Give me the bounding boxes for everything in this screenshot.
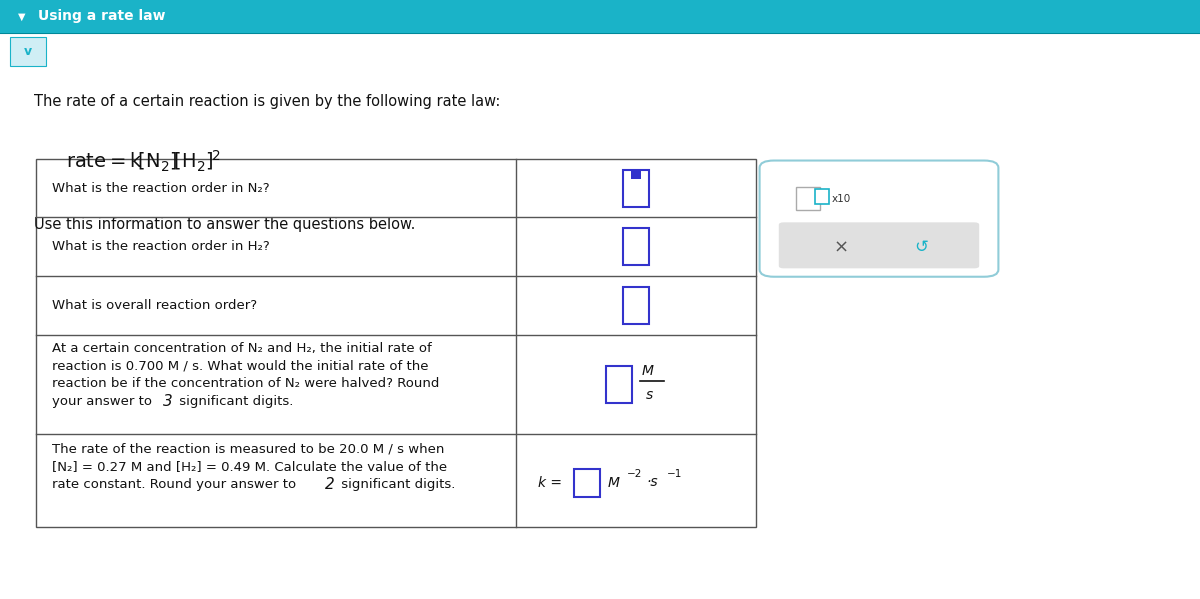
Bar [796,187,820,210]
Bar [10,37,46,66]
Text: Use this information to answer the questions below.: Use this information to answer the quest… [34,217,415,232]
Text: x10: x10 [832,194,851,204]
Text: Using a rate law: Using a rate law [38,10,166,23]
Text: M: M [642,364,654,378]
Text: ▼: ▼ [18,11,25,22]
Text: 2: 2 [325,477,335,492]
Bar [623,287,649,324]
Text: −1: −1 [667,468,683,479]
FancyBboxPatch shape [760,161,998,277]
Text: k =: k = [538,476,566,490]
Text: What is the reaction order in N₂?: What is the reaction order in N₂? [52,181,269,195]
Text: The rate of a certain reaction is given by the following rate law:: The rate of a certain reaction is given … [34,94,500,110]
Text: v: v [24,45,31,58]
Text: The rate of the reaction is measured to be 20.0 M / s when: The rate of the reaction is measured to … [52,442,444,455]
Text: rate constant. Round your answer to: rate constant. Round your answer to [52,478,300,491]
Text: At a certain concentration of N₂ and H₂, the initial rate of: At a certain concentration of N₂ and H₂,… [52,341,431,355]
Text: What is overall reaction order?: What is overall reaction order? [52,299,257,312]
Bar [0,0,1200,33]
Text: What is the reaction order in H₂?: What is the reaction order in H₂? [52,240,269,253]
Bar [623,170,649,207]
Text: [N₂] = 0.27 M and [H₂] = 0.49 M. Calculate the value of the: [N₂] = 0.27 M and [H₂] = 0.49 M. Calcula… [52,460,446,473]
Bar [574,468,600,497]
Text: your answer to: your answer to [52,395,156,409]
Bar [631,171,641,179]
Bar [606,365,632,403]
Text: 3: 3 [163,394,173,410]
Text: −2: −2 [626,468,642,479]
Text: ↺: ↺ [914,238,928,256]
Text: significant digits.: significant digits. [337,478,456,491]
Text: s: s [646,388,653,402]
Text: ·s: ·s [647,475,659,489]
Text: M: M [607,476,619,490]
FancyBboxPatch shape [779,222,979,268]
Bar [36,159,756,527]
Text: significant digits.: significant digits. [175,395,294,409]
Bar [815,189,829,204]
Text: ×: × [834,238,848,256]
Text: $\mathrm{rate} = \mathrm{k}\!\left[\mathrm{N_2}\right]\!\left[\mathrm{H_2}\right: $\mathrm{rate} = \mathrm{k}\!\left[\math… [66,149,221,174]
Text: reaction be if the concentration of N₂ were halved? Round: reaction be if the concentration of N₂ w… [52,377,439,391]
Bar [623,228,649,265]
Text: reaction is 0.700 M / s. What would the initial rate of the: reaction is 0.700 M / s. What would the … [52,359,428,373]
